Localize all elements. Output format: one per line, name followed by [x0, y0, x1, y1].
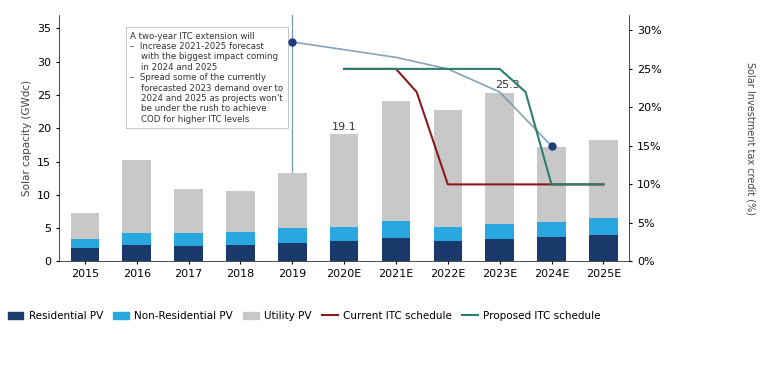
Bar	[589, 139, 618, 218]
Y-axis label: Solar Investment tax credit (%): Solar Investment tax credit (%)	[745, 62, 755, 215]
Bar	[226, 191, 255, 232]
Bar	[226, 232, 255, 245]
Bar	[382, 238, 410, 261]
Bar	[382, 101, 410, 221]
Y-axis label: Solar capacity (GWdc): Solar capacity (GWdc)	[22, 80, 32, 196]
Bar	[174, 189, 203, 233]
Text: 19.1: 19.1	[332, 122, 357, 132]
Bar	[174, 233, 203, 246]
Bar	[226, 245, 255, 261]
Bar	[71, 213, 99, 239]
Bar	[589, 235, 618, 261]
Bar	[330, 227, 358, 241]
Bar	[537, 238, 566, 261]
Bar	[589, 218, 618, 235]
Bar	[278, 228, 306, 243]
Bar	[537, 147, 566, 222]
Text: 25.3: 25.3	[495, 80, 520, 90]
Bar	[382, 221, 410, 238]
Bar	[330, 241, 358, 261]
Bar	[174, 246, 203, 261]
Bar	[330, 134, 358, 227]
Bar	[434, 227, 462, 241]
Bar	[278, 243, 306, 261]
Bar	[485, 224, 514, 239]
Text: A two-year ITC extension will
–  Increase 2021-2025 forecast
    with the bigges: A two-year ITC extension will – Increase…	[130, 32, 283, 124]
Bar	[485, 93, 514, 224]
Bar	[537, 222, 566, 238]
Bar	[278, 174, 306, 228]
Bar	[122, 245, 151, 261]
Bar	[122, 160, 151, 233]
Bar	[122, 233, 151, 245]
Bar	[71, 239, 99, 248]
Bar	[434, 241, 462, 261]
Bar	[71, 248, 99, 261]
Bar	[485, 239, 514, 261]
Bar	[434, 110, 462, 227]
Legend: Residential PV, Non-Residential PV, Utility PV, Current ITC schedule, Proposed I: Residential PV, Non-Residential PV, Util…	[4, 307, 604, 325]
